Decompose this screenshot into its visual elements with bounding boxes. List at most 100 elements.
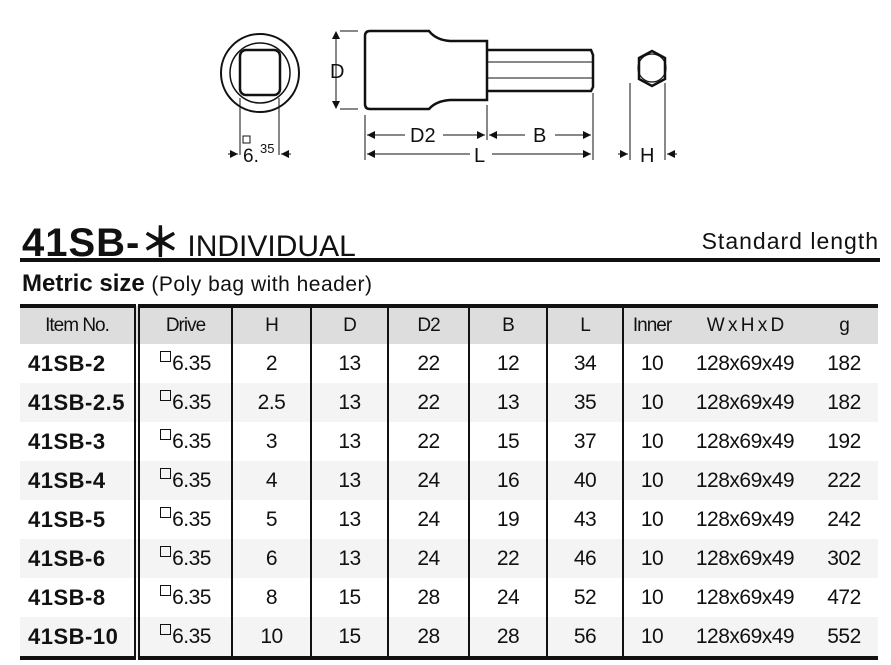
cell-inner: 10 [640,429,664,453]
cell-drive: 6.35 [137,461,233,500]
header-d: D [311,306,389,344]
cell-h: 8 [232,578,312,617]
table-row: 41SB-2 6.35 2 13 22 12 34 10 128x69x49 182 [20,344,878,383]
square-drive-icon [160,507,172,518]
square-drive-icon [160,351,172,362]
cell-wxhxd: 128x69x49 [680,617,810,658]
dim-d-label: D [330,61,344,83]
socket-body [363,29,489,111]
cell-b: 24 [469,578,548,617]
cell-l: 56 [547,617,624,658]
drive-value: 6.35 [172,430,211,453]
section-note: (Poly bag with header) [151,273,373,296]
cell-b: 22 [469,539,548,578]
cell-d2: 22 [388,383,470,422]
cell-wxhxd: 128x69x49 [680,461,810,500]
cell-d: 15 [311,578,389,617]
cell-item-no: 41SB-5 [20,500,140,539]
cell-l: 46 [547,539,624,578]
cell-d: 13 [311,344,389,383]
dim-b-label: B [533,125,546,147]
drive-value: 6.35 [172,391,211,414]
cell-weight: 192 [827,429,861,453]
square-drive-icon [160,546,172,557]
header-d2: D2 [388,306,470,344]
cell-weight: 182 [810,383,878,422]
cell-l: 34 [547,344,624,383]
square-drive-icon [160,429,172,440]
cell-d: 13 [311,500,389,539]
cell-item-no: 41SB-6 [20,539,140,578]
cell-h: 3 [232,422,312,461]
dim-l-label: L [474,145,485,167]
cell-wxhxd: 128x69x49 [680,383,810,422]
cell-inner: 10 [640,585,664,609]
section-heading: Metric size (Poly bag with header) [22,270,373,298]
section-name: Metric size [22,270,145,297]
drive-size-label: 6. [243,146,259,167]
header-weight: g [810,306,878,344]
cell-wxhxd: 128x69x49 [695,429,795,453]
cell-l: 52 [547,578,624,617]
square-drive-icon [160,585,172,596]
cell-l: 35 [547,383,624,422]
cell-item-no: 41SB-2.5 [20,383,140,422]
cell-weight: 242 [827,507,861,531]
square-drive-icon [160,624,172,635]
drive-value: 6.35 [172,508,211,531]
cell-inner: 10 [623,461,680,500]
cell-h: 4 [232,461,312,500]
cell-d2: 24 [388,500,470,539]
cell-inner: 10 [623,617,680,658]
cell-drive: 6.35 [137,422,233,461]
drive-value: 6.35 [172,586,211,609]
cell-h: 10 [232,617,312,658]
cell-drive: 6.35 [137,383,233,422]
cell-b: 28 [469,617,548,658]
cell-d: 15 [311,617,389,658]
table-row: 41SB-8 6.35 8 15 28 24 52 10 128x69x49 472 [20,578,878,617]
cell-d2: 24 [388,539,470,578]
cell-d2: 28 [388,578,470,617]
cell-b: 19 [469,500,548,539]
table-row: 41SB-5 6.35 5 13 24 19 43 10 128x69x49 242 [20,500,878,539]
cell-wxhxd: 128x69x49 [695,351,795,375]
product-title: 41SB-＊ INDIVIDUAL [22,210,356,268]
cell-weight: 302 [810,539,878,578]
cell-d: 13 [311,383,389,422]
cell-wxhxd: 128x69x49 [695,507,795,531]
square-drive-icon [160,468,172,479]
cell-weight: 182 [827,351,861,375]
cell-wxhxd: 128x69x49 [680,539,810,578]
header-b: B [469,306,548,344]
cell-item-no: 41SB-4 [20,461,140,500]
cell-weight: 472 [827,585,861,609]
hex-bit [487,48,595,93]
header-l: L [547,306,624,344]
cell-d2: 22 [388,422,470,461]
cell-d: 13 [311,539,389,578]
cell-l: 37 [547,422,624,461]
table-row: 41SB-2.5 6.35 2.5 13 22 13 35 10 128x69x49 182 [20,383,878,422]
cell-h: 6 [232,539,312,578]
header-wxhxd: W x H x D [680,306,810,344]
socket-dimension-diagram: 6. 35 D D2 B L H [220,29,677,167]
cell-l: 40 [547,461,624,500]
cell-d2: 24 [388,461,470,500]
drive-value: 6.35 [172,547,211,570]
dim-d2-label: D2 [410,125,436,147]
drive-value: 6.35 [172,469,211,492]
model-code: 41SB-＊ [22,221,182,265]
cell-d: 13 [311,422,389,461]
cell-drive: 6.35 [137,578,233,617]
cell-l: 43 [547,500,624,539]
title-rule [20,258,880,262]
cell-inner: 10 [623,539,680,578]
dim-h-label: H [640,145,654,167]
cell-weight: 552 [810,617,878,658]
table-row: 41SB-6 6.35 6 13 24 22 46 10 128x69x49 302 [20,539,878,578]
cell-inner: 10 [640,507,664,531]
cell-b: 15 [469,422,548,461]
